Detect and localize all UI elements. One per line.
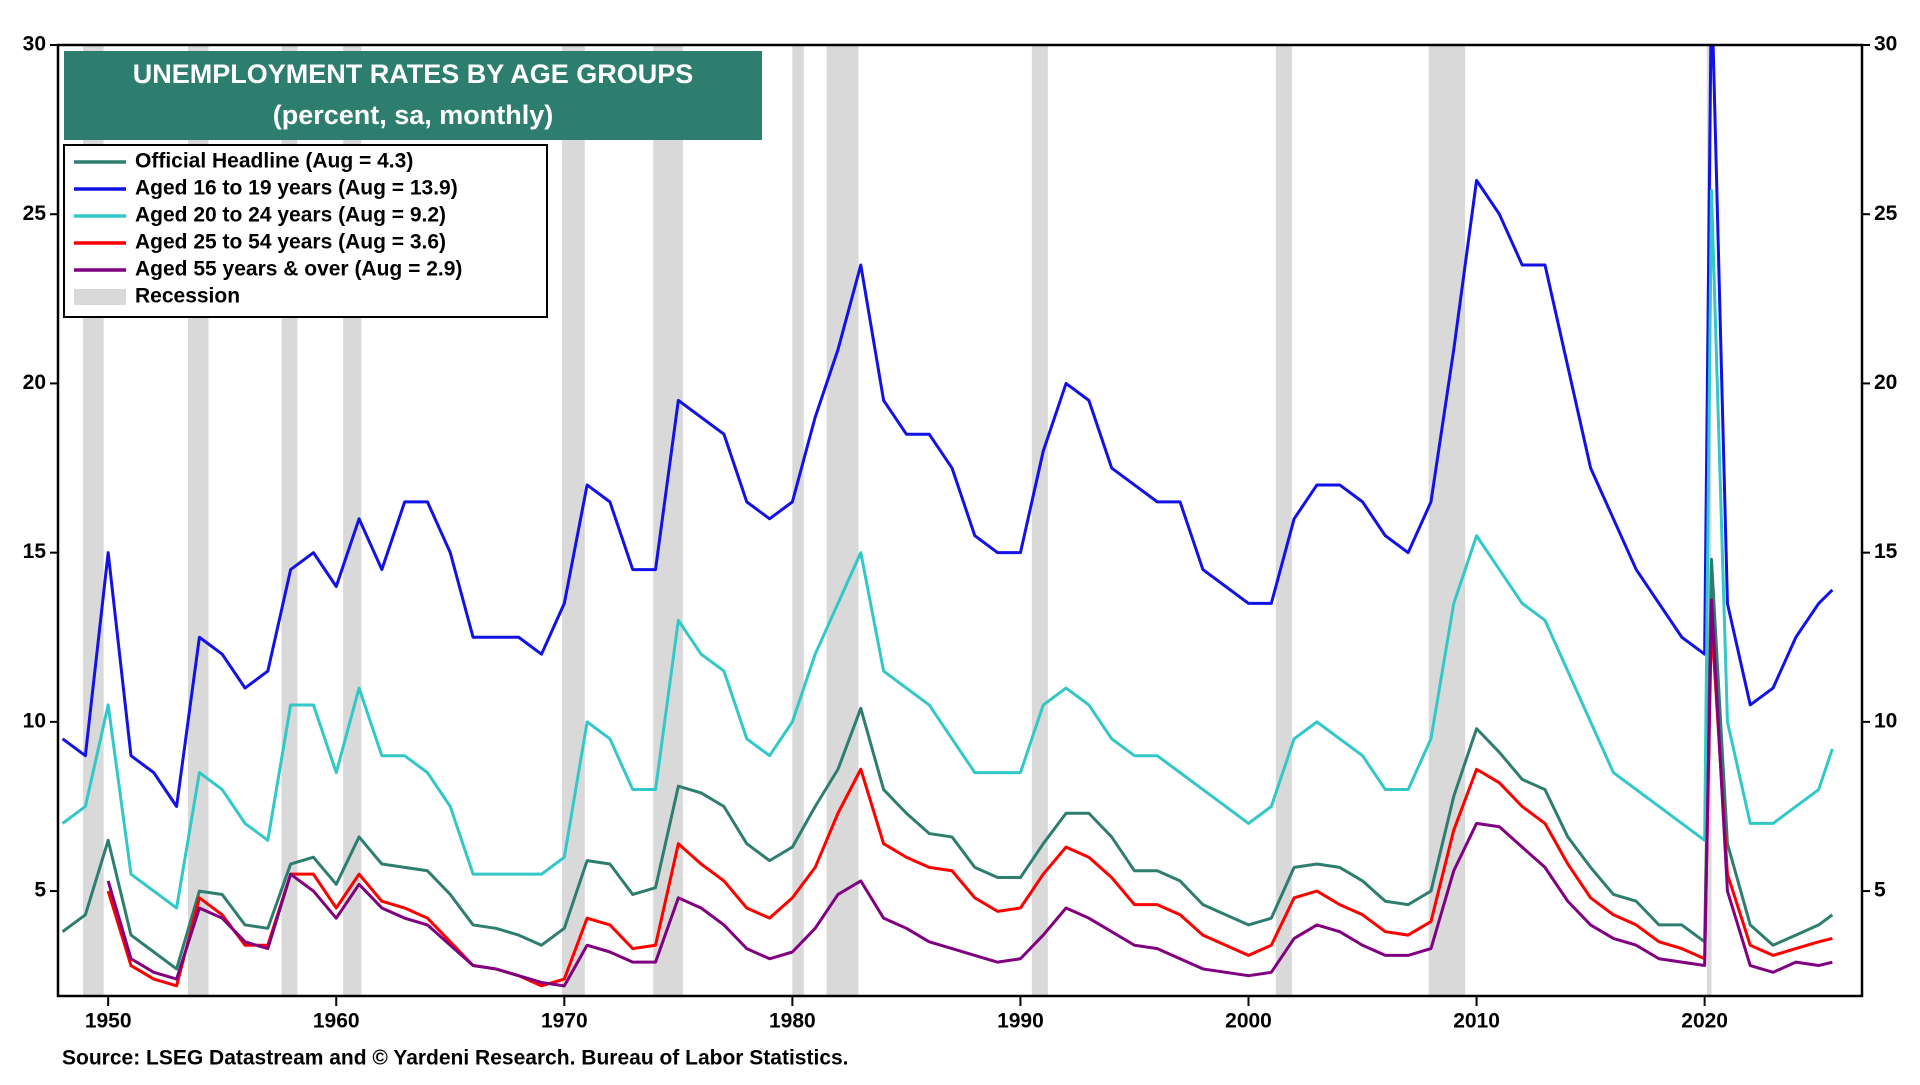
y2-tick-label: 25 (1874, 202, 1898, 225)
recession-band (826, 45, 859, 996)
plot-frame (56, 43, 1864, 998)
y2-tick-label: 30 (1874, 33, 1897, 56)
legend-label: Official Headline (Aug = 4.3) (135, 150, 413, 173)
recession-band (792, 45, 804, 996)
x-tick-label: 1950 (85, 1010, 132, 1033)
chart-title: UNEMPLOYMENT RATES BY AGE GROUPS (133, 59, 694, 89)
y-tick-label: 30 (23, 33, 46, 56)
legend: Official Headline (Aug = 4.3) Aged 16 to … (74, 150, 462, 308)
series-line (61, 557, 1834, 971)
x-tick-label: 1960 (313, 1010, 360, 1033)
lines (61, 45, 1834, 988)
y2-tick-label: 5 (1874, 879, 1886, 902)
chart-subtitle: (percent, sa, monthly) (273, 100, 554, 130)
title-box (64, 51, 762, 140)
y2-tick-label: 10 (1874, 709, 1897, 732)
recession-band (562, 45, 585, 996)
source-note: Source: LSEG Datastream and © Yardeni Re… (62, 1047, 849, 1070)
y-tick-label: 20 (23, 371, 46, 394)
series-line (61, 189, 1834, 910)
x-tick-label: 1970 (541, 1010, 588, 1033)
recession-band (1275, 45, 1292, 996)
legend-swatch (74, 289, 126, 305)
y-tick-label: 15 (23, 540, 47, 563)
y-tick-label: 10 (23, 709, 46, 732)
legend-label: Aged 16 to 19 years (Aug = 13.9) (135, 177, 458, 200)
x-tick-label: 2000 (1225, 1010, 1272, 1033)
y-tick-label: 25 (23, 202, 47, 225)
y-tick-label: 5 (34, 879, 46, 902)
x-tick-label: 2010 (1453, 1010, 1500, 1033)
x-tick-label: 1990 (997, 1010, 1044, 1033)
x-tick-label: 2020 (1681, 1010, 1728, 1033)
recession-band (1031, 45, 1048, 996)
legend-label: Aged 55 years & over (Aug = 2.9) (135, 258, 462, 281)
legend-label: Aged 20 to 24 years (Aug = 9.2) (135, 204, 446, 227)
y2-tick-label: 15 (1874, 540, 1898, 563)
series-line (61, 45, 1834, 808)
legend-label: Aged 25 to 54 years (Aug = 3.6) (135, 231, 446, 254)
legend-label: Recession (135, 285, 240, 308)
legend-box (63, 144, 548, 318)
x-tick-label: 1980 (769, 1010, 816, 1033)
series-line (106, 618, 1833, 988)
recession-band (653, 45, 683, 996)
series-line (106, 598, 1833, 988)
y2-tick-label: 20 (1874, 371, 1897, 394)
recession-band (1428, 45, 1466, 996)
